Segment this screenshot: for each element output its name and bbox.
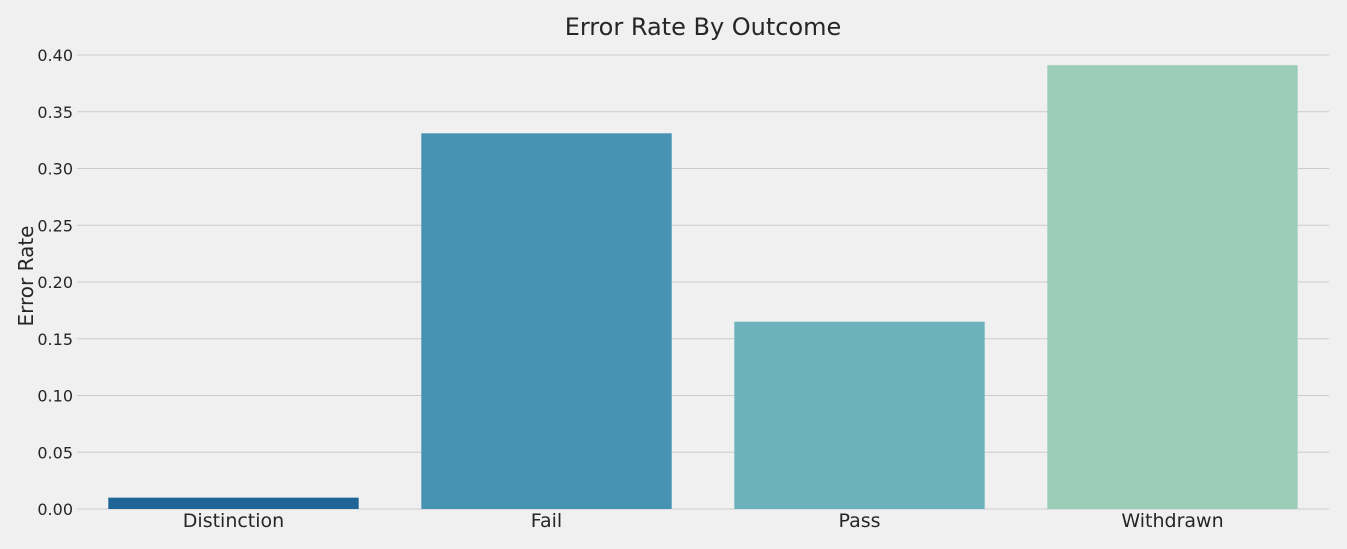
y-axis-label: Error Rate [14,226,38,327]
bar-distinction [108,497,359,509]
x-tick-label: Withdrawn [1121,510,1223,532]
x-axis-ticks: Distinction Fail Pass Withdrawn [183,510,1224,532]
x-tick-label: Distinction [183,510,284,532]
y-tick-label: 0.35 [37,103,73,122]
y-tick-label: 0.00 [37,500,73,519]
y-tick-label: 0.20 [37,273,73,292]
bar-pass [734,321,985,509]
chart-title: Error Rate By Outcome [565,13,842,41]
y-tick-label: 0.25 [37,216,73,235]
y-tick-label: 0.40 [37,46,73,65]
y-tick-label: 0.30 [37,160,73,179]
x-tick-label: Pass [838,510,880,532]
bars [108,65,1298,509]
x-tick-label: Fail [531,510,562,532]
y-tick-label: 0.15 [37,330,73,349]
y-tick-label: 0.10 [37,387,73,406]
y-axis-ticks: 0.00 0.05 0.10 0.15 0.20 0.25 0.30 0.35 0.40 [37,46,73,519]
bar-withdrawn [1047,65,1298,509]
bar-fail [421,133,672,509]
y-tick-label: 0.05 [37,443,73,462]
